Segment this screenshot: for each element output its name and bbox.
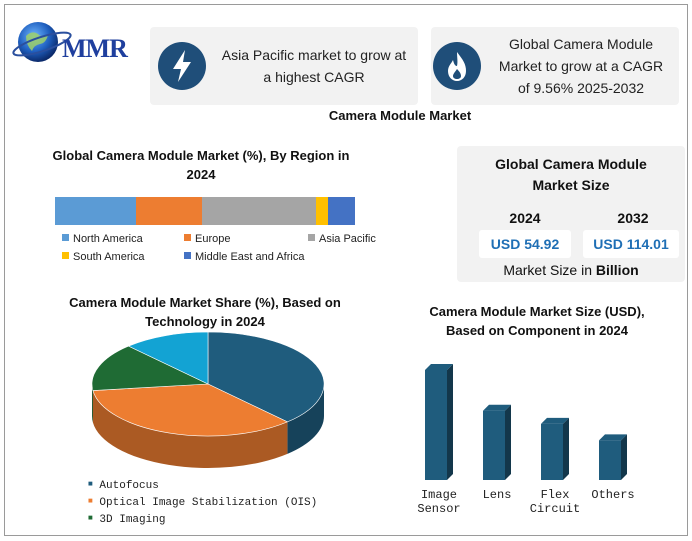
pie-slice (127, 331, 209, 385)
pie-slice-side (287, 384, 324, 454)
component-bar (599, 440, 621, 480)
legend-item: Asia Pacific (308, 233, 376, 245)
component-tick-label: Image (421, 488, 457, 502)
component-tick-label: Lens (483, 488, 512, 502)
legend-label: Asia Pacific (319, 233, 376, 245)
market-size-footer-prefix: Market Size in (503, 262, 596, 278)
page-title: Camera Module Market (328, 108, 472, 123)
component-bar-top (425, 364, 453, 370)
flame-icon (433, 42, 481, 90)
pie-slice-side (92, 390, 288, 468)
component-tick-label: Sensor (417, 502, 460, 516)
pie-slice (207, 331, 325, 423)
component-bar-side (621, 434, 627, 480)
highlight-card-cagr: Global Camera Module Market to grow at a… (431, 27, 679, 105)
component-bar (541, 423, 563, 480)
year-label-2032: 2032 (617, 210, 649, 226)
legend-label: 3D Imaging (99, 514, 166, 526)
component-bar-side (505, 404, 511, 480)
component-tick-label: Flex (541, 488, 570, 502)
component-tick-label: Others (591, 488, 634, 502)
legend-label: Autofocus (99, 480, 159, 492)
component-bar (425, 370, 447, 480)
region-legend: North America Europe Asia Pacific South Am… (62, 233, 392, 269)
pie-chart-title-line: Camera Module Market Share (%), Based on (69, 295, 341, 310)
legend-swatch (184, 252, 191, 259)
value-2032: USD 114.01 (583, 230, 679, 258)
region-chart-title-line: Global Camera Module Market (%), By Regi… (52, 148, 350, 163)
pie-slice-side (92, 384, 93, 423)
component-chart-title-line: Based on Component in 2024 (445, 323, 629, 338)
component-chart-title-line: Camera Module Market Size (USD), (429, 304, 645, 319)
component-bar-top (541, 417, 569, 424)
market-size-title-line: Market Size (532, 177, 610, 193)
component-bar (483, 410, 505, 480)
card-text-line: Market to grow at a CAGR (498, 58, 664, 74)
legend-label: Optical Image Stabilization (OIS) (99, 497, 318, 509)
card-text-line: Asia Pacific market to grow at (221, 47, 407, 63)
legend-label: Europe (195, 233, 231, 245)
legend-marker: ■ (88, 480, 93, 489)
technology-pie-chart (91, 331, 325, 468)
legend-marker: ■ (88, 514, 93, 523)
lightning-icon (158, 42, 206, 90)
market-size-panel: Global Camera Module Market Size 2024 20… (457, 146, 685, 282)
legend-label: Middle East and Africa (195, 251, 305, 263)
card-text-line: of 9.56% 2025-2032 (517, 80, 645, 96)
year-label-2024: 2024 (509, 210, 541, 226)
legend-swatch (184, 234, 191, 241)
legend-label: North America (73, 233, 143, 245)
highlight-card-asia: Asia Pacific market to grow at a highest… (150, 27, 418, 105)
legend-swatch (62, 234, 69, 241)
component-bar-side (447, 364, 453, 480)
region-bar-segment (136, 197, 202, 225)
value-2024: USD 54.92 (479, 230, 571, 258)
component-bar-top (599, 434, 627, 441)
card-text-line: a highest CAGR (263, 69, 365, 85)
market-size-title-line: Global Camera Module (495, 156, 647, 172)
region-bar-segment (316, 197, 328, 225)
pie-slice (91, 345, 209, 391)
legend-label: South America (73, 251, 145, 263)
pie-legend: ■ Autofocus ■ Optical Image Stabilizatio… (88, 477, 368, 528)
component-bar-side (563, 417, 569, 480)
legend-item: Europe (184, 233, 308, 245)
legend-item: ■ Autofocus (88, 477, 368, 494)
logo-text: MMR (62, 34, 128, 63)
legend-item: South America (62, 251, 184, 263)
card-text-line: Global Camera Module (509, 36, 653, 52)
legend-swatch (62, 252, 69, 259)
region-chart-title-line: 2024 (186, 167, 216, 182)
legend-item: Middle East and Africa (184, 251, 304, 263)
legend-swatch (308, 234, 315, 241)
region-bar-segment (55, 197, 136, 225)
legend-item: North America (62, 233, 184, 245)
pie-slice (92, 383, 289, 437)
component-bar-top (483, 404, 511, 411)
region-stacked-bar (55, 197, 355, 225)
pie-chart-title-line: Technology in 2024 (145, 314, 265, 329)
logo-globe-icon (12, 22, 72, 62)
legend-item: ■ 3D Imaging (88, 511, 368, 528)
region-bar-segment (202, 197, 316, 225)
legend-item: ■ Optical Image Stabilization (OIS) (88, 494, 368, 511)
legend-marker: ■ (88, 497, 93, 506)
region-bar-segment (328, 197, 355, 225)
component-tick-label: Circuit (530, 502, 580, 516)
market-size-footer: Market Size in Billion (457, 262, 685, 278)
market-size-footer-unit: Billion (595, 262, 639, 278)
